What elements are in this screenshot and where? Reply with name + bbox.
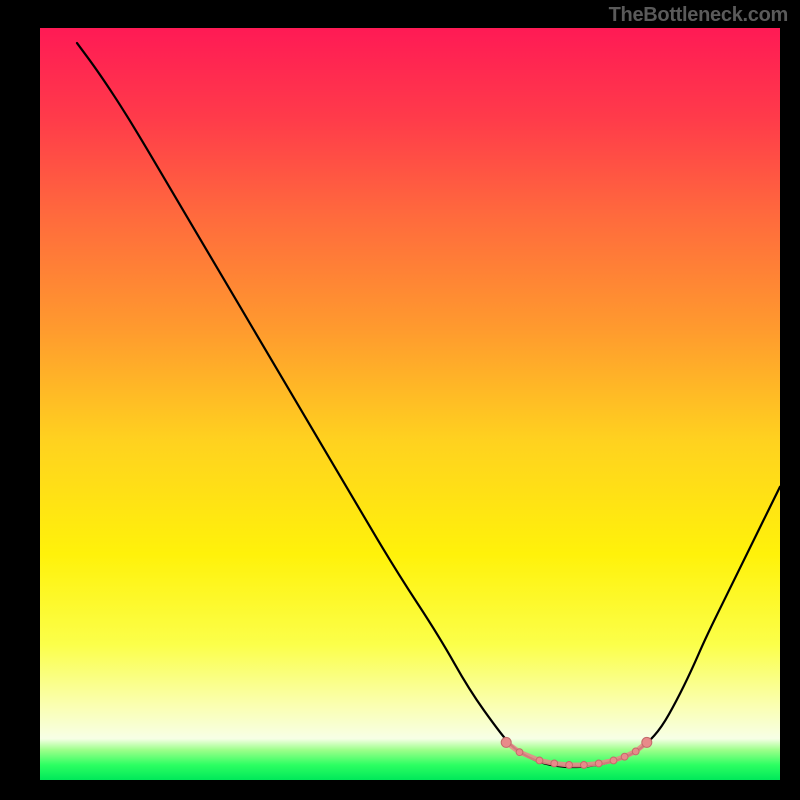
marker-point [536,757,543,764]
chart-canvas [0,0,800,800]
marker-point [632,748,639,755]
marker-point [501,737,511,747]
chart-container: TheBottleneck.com [0,0,800,800]
marker-point [566,762,573,769]
watermark-text: TheBottleneck.com [609,4,788,27]
plot-background [40,28,780,780]
marker-point [595,760,602,767]
marker-point [581,762,588,769]
marker-point [610,757,617,764]
marker-point [621,753,628,760]
marker-point [516,749,523,756]
marker-point [642,737,652,747]
marker-point [551,760,558,767]
